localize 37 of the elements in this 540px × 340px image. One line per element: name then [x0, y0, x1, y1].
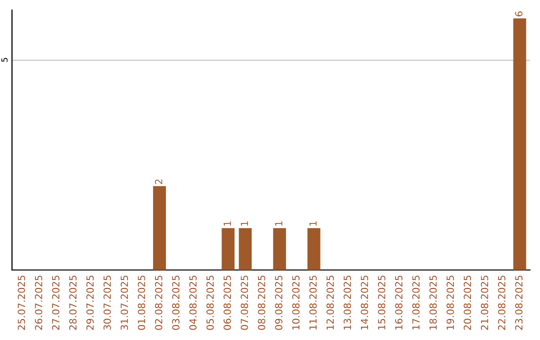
x-tick-label: 27.07.2025: [52, 276, 60, 330]
x-tick-label: 01.08.2025: [138, 276, 146, 330]
x-tick-label: 26.07.2025: [34, 276, 42, 330]
x-tick-label: 13.08.2025: [344, 276, 352, 330]
x-tick-label: 06.08.2025: [224, 276, 231, 330]
data-label: 1: [309, 221, 317, 226]
y-tick-label: 5: [1, 58, 8, 62]
x-tick-label: 23.08.2025: [515, 276, 523, 330]
x-tick-label: 05.08.2025: [206, 276, 214, 330]
x-tick-label: 02.08.2025: [154, 276, 162, 330]
x-tick-label: 10.08.2025: [292, 276, 300, 330]
data-label: 1: [224, 221, 231, 226]
x-tick-label: 14.08.2025: [360, 276, 368, 330]
x-tick-label: 18.08.2025: [429, 276, 437, 330]
x-tick-label: 28.07.2025: [69, 276, 77, 330]
x-tick-label: 30.07.2025: [104, 276, 111, 330]
data-label: 6: [515, 11, 523, 16]
x-tick-label: 17.08.2025: [412, 276, 420, 330]
x-tick-label: 22.08.2025: [498, 276, 506, 330]
x-tick-label: 12.08.2025: [326, 276, 334, 330]
x-tick-label: 11.08.2025: [309, 276, 317, 330]
x-tick-label: 29.07.2025: [86, 276, 94, 330]
x-tick-label: 09.08.2025: [275, 276, 282, 330]
data-label: 1: [275, 221, 282, 226]
x-tick-label: 20.08.2025: [464, 276, 472, 330]
x-tick-label: 21.08.2025: [480, 276, 488, 330]
x-tick-label: 07.08.2025: [240, 276, 248, 330]
x-tick-label: 08.08.2025: [258, 276, 266, 330]
x-tick-label: 25.07.2025: [18, 276, 26, 330]
x-tick-label: 15.08.2025: [378, 276, 386, 330]
x-tick-label: 03.08.2025: [172, 276, 180, 330]
x-tick-label: 16.08.2025: [395, 276, 402, 330]
x-tick-label: 31.07.2025: [120, 276, 128, 330]
x-tick-label: 19.08.2025: [446, 276, 454, 330]
data-label: 1: [240, 221, 248, 226]
data-label: 2: [154, 180, 162, 184]
x-tick-label: 04.08.2025: [189, 276, 197, 330]
